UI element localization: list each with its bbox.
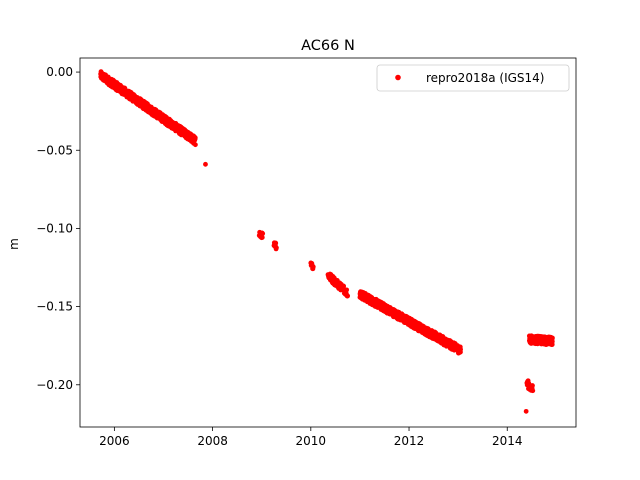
data-point bbox=[345, 293, 351, 299]
y-tick-label: −0.20 bbox=[36, 378, 73, 392]
x-tick-label: 2012 bbox=[394, 434, 425, 448]
legend-box bbox=[376, 64, 570, 92]
x-axis: 2006 2008 2010 2012 2014 bbox=[99, 427, 523, 448]
data-point bbox=[530, 383, 535, 388]
y-tick-label: −0.05 bbox=[36, 143, 73, 157]
legend-label: repro2018a (IGS14) bbox=[426, 71, 544, 85]
y-tick-label: 0.00 bbox=[46, 65, 73, 79]
data-point bbox=[550, 335, 555, 341]
y-tick-label: −0.15 bbox=[36, 300, 73, 314]
data-point bbox=[549, 339, 555, 344]
data-point bbox=[273, 240, 279, 246]
legend-marker bbox=[395, 74, 401, 81]
data-point bbox=[274, 245, 279, 251]
data-point bbox=[193, 142, 198, 148]
y-axis-label: m bbox=[7, 238, 21, 250]
x-tick-label: 2010 bbox=[296, 434, 327, 448]
data-point bbox=[203, 161, 208, 167]
data-point bbox=[344, 287, 350, 293]
data-point bbox=[259, 235, 265, 240]
legend: repro2018a (IGS14) bbox=[376, 64, 570, 92]
y-axis: 0.00 −0.05 −0.10 −0.15 −0.20 bbox=[36, 65, 80, 392]
data-point bbox=[458, 347, 463, 352]
chart-title: AC66 N bbox=[301, 38, 355, 54]
data-point bbox=[192, 135, 198, 141]
plot-frame bbox=[79, 57, 577, 428]
data-point bbox=[260, 231, 266, 236]
x-tick-label: 2008 bbox=[197, 434, 228, 448]
data-points bbox=[98, 69, 555, 414]
x-tick-label: 2014 bbox=[492, 434, 523, 448]
data-point bbox=[530, 388, 536, 394]
data-point bbox=[523, 408, 529, 414]
x-tick-label: 2006 bbox=[99, 434, 130, 448]
data-point bbox=[310, 264, 316, 270]
y-tick-label: −0.10 bbox=[36, 221, 73, 235]
